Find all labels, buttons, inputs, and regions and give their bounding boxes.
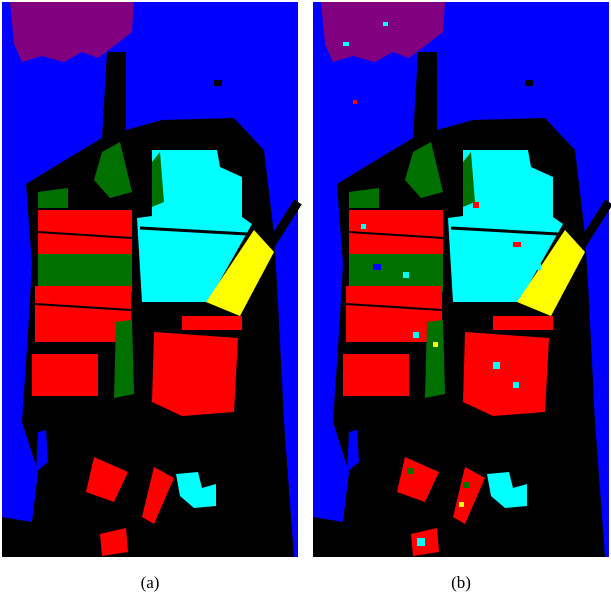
caption: (a) bbox=[141, 573, 160, 592]
figure: (a) (b) bbox=[0, 0, 611, 601]
map-b bbox=[313, 2, 609, 557]
caption: (b) bbox=[451, 573, 471, 592]
map-a bbox=[2, 2, 298, 557]
